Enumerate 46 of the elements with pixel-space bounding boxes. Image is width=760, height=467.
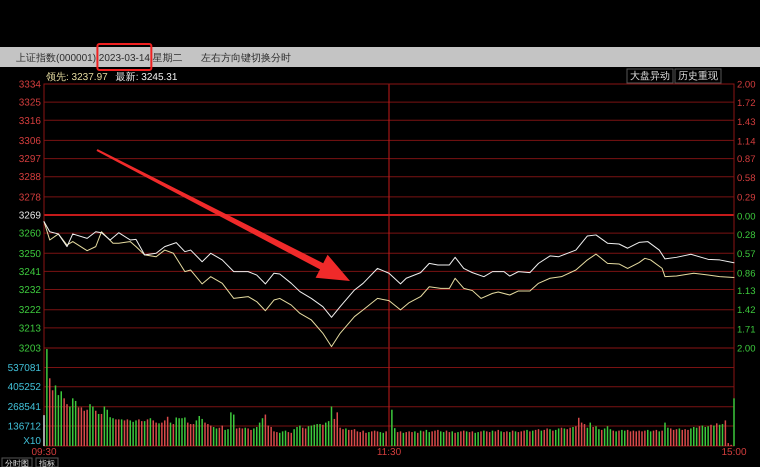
line-series <box>44 221 734 318</box>
y2-tick-label: 2.00 <box>737 344 756 354</box>
y-tick-label: 3213 <box>18 323 42 334</box>
text: 历史重现 <box>678 70 718 82</box>
y-tick-label: 3325 <box>18 98 42 109</box>
y2-tick-label: 1.71 <box>737 324 756 336</box>
y-axis-title: X10 <box>23 436 42 447</box>
chart-title: 上证指数(000001) 2023-03-14 星期二 <box>16 52 183 64</box>
y2-tick-label: 0.87 <box>737 154 756 166</box>
text: 领先: 3237.97 <box>46 71 108 83</box>
y2-tick-label: 1.72 <box>737 98 756 109</box>
y-tick-label: 3269 <box>18 210 42 222</box>
x-tick-label: 15:00 <box>721 447 747 458</box>
y2-tick-label: 1.13 <box>737 286 756 298</box>
y2-tick-label: 0.58 <box>737 173 756 184</box>
y2-tick-label: 0.57 <box>737 249 756 260</box>
y-tick-label: 3260 <box>18 228 42 240</box>
y-tick-label: 3288 <box>18 172 42 184</box>
y2-tick-label: 1.14 <box>737 136 756 148</box>
text: 大盘异动 <box>630 70 670 82</box>
y2-tick-label: 0.86 <box>737 268 756 280</box>
y-tick-label: 3241 <box>18 266 42 278</box>
y-tick-label: 3316 <box>18 116 42 127</box>
y-tick-label: 3306 <box>18 136 42 147</box>
y-tick-label: 268541 <box>8 402 42 414</box>
y2-tick-label: 1.43 <box>737 117 756 128</box>
y-tick-label: 3222 <box>18 305 42 316</box>
x-tick-label: 09:30 <box>31 447 57 458</box>
y-tick-label: 3297 <box>18 154 42 166</box>
line-series <box>44 221 734 348</box>
y-tick-label: 3278 <box>18 192 42 204</box>
x-tick-label: 11:30 <box>376 447 402 458</box>
y2-tick-label: 0.00 <box>737 212 756 222</box>
y-tick-label: 136712 <box>8 422 42 433</box>
y-tick-label: 537081 <box>8 362 42 374</box>
y-tick-label: 3203 <box>18 344 42 354</box>
y-tick-label: 405252 <box>8 382 42 394</box>
y2-tick-label: 0.29 <box>737 192 756 204</box>
y-tick-label: 3250 <box>18 248 42 260</box>
text: 最新: 3245.31 <box>116 71 178 83</box>
text: 左右方向键切换分时 <box>200 52 291 64</box>
y2-tick-label: 1.42 <box>737 305 756 316</box>
y-tick-label: 3232 <box>18 285 42 296</box>
y2-tick-label: 2.00 <box>737 80 756 90</box>
y-tick-label: 3334 <box>18 80 42 90</box>
y2-tick-label: 0.28 <box>737 230 756 241</box>
